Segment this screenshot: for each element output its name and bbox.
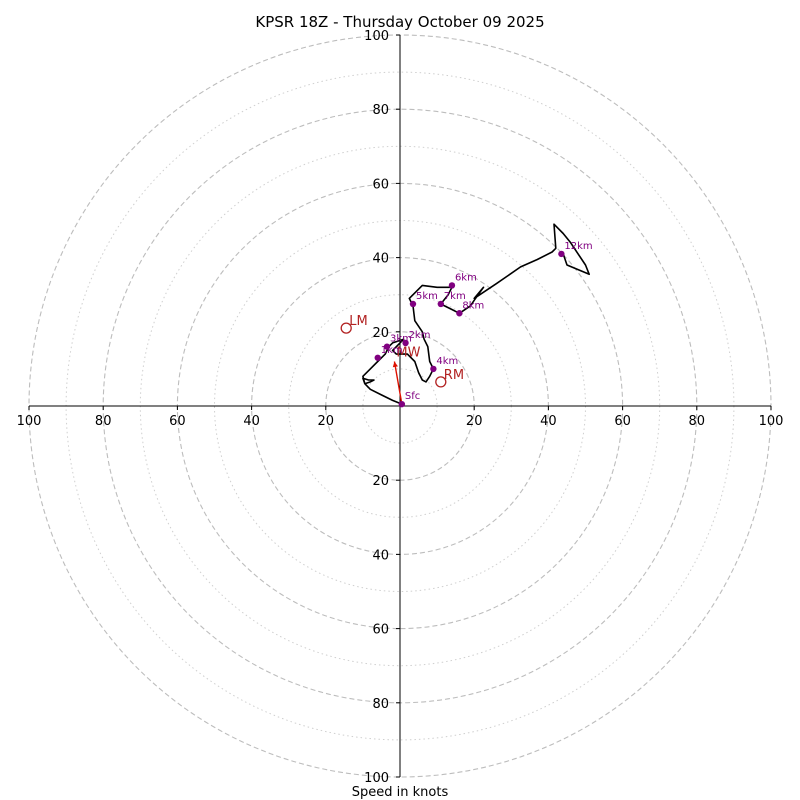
height-point-4km: [430, 365, 437, 373]
tick-label-right-40: 40: [540, 414, 557, 429]
tick-label-left-40: 40: [243, 414, 260, 429]
tick-label-up-100: 100: [364, 29, 389, 44]
storm-motion-label-lm: LM: [349, 314, 367, 329]
mean-wind-arrowhead: [392, 361, 398, 368]
tick-label-up-60: 60: [372, 177, 389, 192]
tick-label-up-20: 20: [372, 326, 389, 341]
trace-line: [362, 223, 591, 405]
tick-label-right-80: 80: [689, 414, 706, 429]
tick-label-left-20: 20: [318, 414, 335, 429]
height-point-8km: [456, 310, 463, 317]
height-label-8km: 8km: [462, 300, 484, 311]
tick-label-down-100: 100: [364, 771, 389, 786]
mean-wind-label: MW: [396, 345, 420, 360]
height-point-2km: [402, 339, 409, 347]
tick-label-down-80: 80: [372, 697, 389, 712]
height-label-Sfc: Sfc: [405, 391, 420, 402]
tick-label-down-20: 20: [372, 474, 389, 489]
storm-motions: LM RM: [340, 314, 464, 388]
tick-label-right-20: 20: [466, 414, 483, 429]
hodograph-trace: [362, 223, 591, 405]
storm-motion-lm: [340, 322, 352, 334]
height-point-3km: [383, 343, 391, 350]
storm-motion-rm: [435, 376, 447, 388]
height-label-3km: 3km: [390, 334, 412, 345]
axis-ticks: 20 20 20 20 40 40 40 40 60 60 60 60 80 80 80 80 100 100 10…: [17, 29, 784, 786]
height-label-1km: 1km: [381, 345, 403, 356]
height-label-2km: 2km: [409, 330, 431, 341]
tick-label-left-100: 100: [17, 414, 42, 429]
tick-label-left-60: 60: [169, 414, 186, 429]
height-point-1km: [374, 354, 381, 361]
mean-wind-layer: MW: [392, 345, 421, 405]
tick-label-right-60: 60: [614, 414, 631, 429]
height-label-6km: 6km: [455, 272, 477, 283]
height-point-7km: [437, 300, 445, 308]
tick-label-up-80: 80: [372, 103, 389, 118]
tick-label-right-100: 100: [759, 414, 784, 429]
height-point-12km: [558, 250, 565, 258]
x-axis-label: Speed in knots: [352, 785, 449, 800]
height-point-6km: [448, 282, 456, 289]
height-label-12km: 12km: [564, 241, 592, 252]
tick-label-down-40: 40: [372, 548, 389, 563]
height-label-7km: 7km: [444, 291, 466, 302]
chart-title: KPSR 18Z - Thursday October 09 2025: [255, 13, 544, 31]
mean-wind-arrow: [393, 361, 403, 405]
tick-label-left-80: 80: [95, 414, 112, 429]
tick-label-up-40: 40: [372, 252, 389, 267]
tick-label-down-60: 60: [372, 623, 389, 638]
height-point-5km: [409, 300, 417, 308]
height-point-Sfc: [398, 400, 406, 408]
storm-motion-label-rm: RM: [444, 368, 464, 383]
height-label-5km: 5km: [416, 291, 438, 302]
height-label-4km: 4km: [436, 356, 458, 367]
